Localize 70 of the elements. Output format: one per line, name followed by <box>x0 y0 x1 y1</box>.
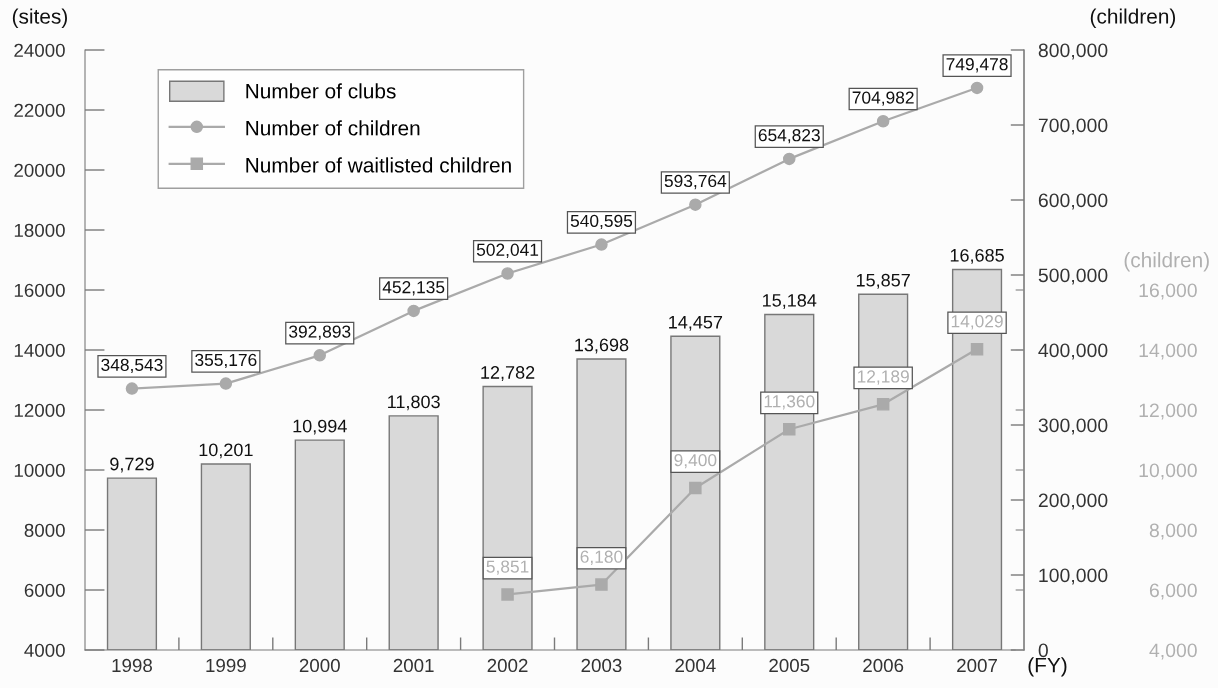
y3-tick-label: 14,000 <box>1139 343 1197 360</box>
data-label: 540,595 <box>570 214 633 230</box>
x-tick-label: 1998 <box>112 658 152 673</box>
data-label: 6,180 <box>580 550 623 565</box>
y2-tick-label: 100,000 <box>1039 568 1108 585</box>
data-label: 14,029 <box>951 315 1003 330</box>
y-tick-label: 18000 <box>14 223 65 237</box>
y-axis-title: (sites) <box>12 8 67 28</box>
y-tick-label: 14000 <box>14 343 65 357</box>
data-label: 704,982 <box>852 91 914 106</box>
y3-tick-label: 10,000 <box>1139 463 1197 480</box>
y-tick-label: 8000 <box>24 523 65 537</box>
y-tick-label: 12000 <box>14 403 65 417</box>
legend-label: Number of waitlisted children <box>246 157 511 173</box>
x-tick-label: 2007 <box>957 658 997 673</box>
y3-tick-label: 8,000 <box>1149 523 1197 540</box>
x-tick-label: 2001 <box>393 658 434 673</box>
y-tick-label: 16000 <box>14 283 65 297</box>
data-label: 10,201 <box>199 443 253 459</box>
x-tick-label: 1999 <box>206 658 246 673</box>
y3-tick-label: 6,000 <box>1149 583 1197 600</box>
data-label: 593,764 <box>664 174 727 190</box>
x-tick-label: 2006 <box>863 658 904 673</box>
data-label: 15,857 <box>856 273 910 289</box>
data-label: 14,457 <box>669 315 723 331</box>
data-label: 452,135 <box>382 281 445 296</box>
y3-tick-label: 12,000 <box>1139 403 1197 420</box>
data-label: 10,994 <box>293 419 347 435</box>
data-label: 13,698 <box>575 338 629 354</box>
data-label: 15,184 <box>763 293 817 309</box>
y3-tick-label: 4,000 <box>1149 643 1197 660</box>
data-label: 654,823 <box>758 129 820 144</box>
data-label: 9,729 <box>110 457 154 473</box>
data-label: 16,685 <box>950 248 1004 264</box>
x-axis-title: (FY) <box>1028 657 1067 677</box>
data-label: 392,893 <box>289 325 351 340</box>
y-tick-label: 6000 <box>24 583 65 597</box>
y3-tick-label: 16,000 <box>1139 283 1197 300</box>
x-tick-label: 2002 <box>487 658 528 673</box>
x-tick-label: 2000 <box>299 658 340 673</box>
legend-label: Number of children <box>246 120 420 136</box>
data-label: 5,851 <box>486 560 529 575</box>
data-label: 12,189 <box>857 370 909 385</box>
data-label: 9,400 <box>674 453 717 469</box>
y2-tick-label: 400,000 <box>1038 343 1108 360</box>
data-label: 11,360 <box>764 395 815 410</box>
y-tick-label: 20000 <box>14 163 65 177</box>
data-label: 348,543 <box>101 358 163 374</box>
x-tick-label: 2005 <box>769 658 810 673</box>
y2-tick-label: 700,000 <box>1038 118 1108 135</box>
y3-axis-title: (children) <box>1124 252 1209 272</box>
data-label: 502,041 <box>476 243 539 258</box>
y-tick-label: 24000 <box>14 43 65 57</box>
x-tick-label: 2003 <box>581 658 622 673</box>
data-label: 749,478 <box>946 58 1008 73</box>
y-tick-label: 10000 <box>14 463 65 477</box>
y2-axis-title: (children) <box>1090 8 1176 28</box>
y-tick-label: 4000 <box>24 643 65 657</box>
y2-tick-label: 500,000 <box>1038 268 1108 285</box>
data-label: 355,176 <box>195 353 257 369</box>
y2-tick-label: 0 <box>1038 643 1048 658</box>
y2-tick-label: 600,000 <box>1038 193 1108 210</box>
data-label: 12,782 <box>481 366 535 381</box>
y2-tick-label: 300,000 <box>1038 418 1108 435</box>
x-tick-label: 2004 <box>675 658 716 673</box>
y2-tick-label: 200,000 <box>1038 493 1108 510</box>
y2-tick-label: 800,000 <box>1038 43 1108 60</box>
legend-label: Number of clubs <box>246 83 396 99</box>
y-tick-label: 22000 <box>14 103 65 117</box>
data-label: 11,803 <box>388 395 440 411</box>
